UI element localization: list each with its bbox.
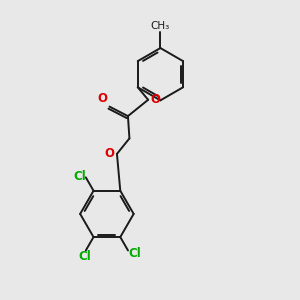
Text: O: O (151, 93, 161, 106)
Text: O: O (104, 147, 114, 161)
Text: Cl: Cl (128, 247, 141, 260)
Text: O: O (98, 92, 107, 105)
Text: CH₃: CH₃ (151, 20, 170, 31)
Text: Cl: Cl (73, 170, 85, 183)
Text: Cl: Cl (78, 250, 91, 263)
